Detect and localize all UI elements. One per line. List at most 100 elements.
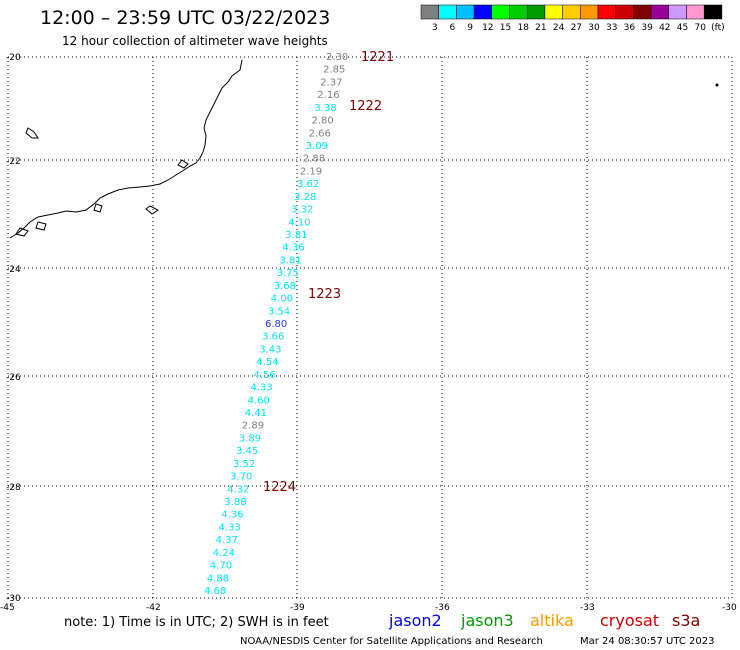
colorbar-tick-label: 18 (517, 23, 529, 33)
time-marker: 1223 (308, 287, 341, 302)
swh-value: 4.70 (210, 561, 232, 572)
coastline (9, 59, 243, 239)
swh-value: 2.16 (317, 90, 339, 101)
satellite-s3a: s3a (672, 611, 700, 630)
swh-value: 4.10 (288, 217, 310, 228)
colorbar-tick-label: 33 (606, 23, 617, 33)
swh-value: 4.36 (221, 510, 243, 521)
color-swatch (562, 4, 581, 20)
colorbar-tick-label: 42 (659, 23, 670, 33)
time-marker: 1222 (349, 99, 382, 114)
colorbar-tick-label: 45 (677, 23, 688, 33)
colorbar-tick-label: 70 (694, 23, 706, 33)
colorbar-tick-label: 12 (482, 23, 493, 33)
swh-value: 2.88 (303, 154, 325, 165)
swh-value: 3.89 (239, 433, 261, 444)
colorbar-tick-label: 27 (571, 23, 582, 33)
lat-label: -24 (6, 265, 21, 275)
color-swatch (473, 4, 493, 20)
color-scale-legend: 3 6 9 12 15 18 21 24 27 30 33 36 39 42 45 70 (ft) (420, 4, 725, 33)
swh-value: 4.37 (216, 535, 238, 546)
satellite-altika: altika (530, 611, 574, 630)
swh-value: 3.88 (224, 497, 246, 508)
map-title: 12:00 – 23:59 UTC 03/22/2023 (40, 7, 330, 29)
color-swatch (668, 4, 687, 20)
swh-value: 4.33 (219, 522, 241, 533)
swh-value: 3.38 (314, 103, 336, 114)
swh-value: 4.88 (207, 573, 229, 584)
swh-value: 3.52 (233, 459, 255, 470)
color-swatch (597, 4, 616, 20)
color-swatch (633, 4, 652, 20)
lon-label: -45 (0, 603, 15, 613)
swh-value: 3.66 (262, 332, 284, 343)
swh-value: 3.81 (285, 230, 307, 241)
color-swatch (544, 4, 563, 20)
timestamp: Mar 24 08:30:57 UTC 2023 (580, 636, 715, 647)
swh-value: 2.80 (312, 116, 334, 127)
swh-value: 2.66 (309, 128, 331, 139)
colorbar-tick-label: 39 (641, 23, 653, 33)
satellite-jason2: jason2 (388, 611, 442, 630)
color-swatch (686, 4, 705, 20)
swh-value: 4.24 (213, 548, 235, 559)
color-swatch (509, 4, 528, 20)
lat-label: -26 (6, 373, 21, 383)
satellite-cryosat: cryosat (600, 611, 659, 630)
colorbar-tick-label: 15 (500, 23, 511, 33)
lon-label: -39 (290, 603, 305, 613)
swh-value: 2.85 (323, 65, 345, 76)
swh-value: 3.70 (230, 472, 252, 483)
swh-value: 4.41 (245, 408, 267, 419)
colorbar-tick-label: 21 (535, 23, 546, 33)
color-swatch (580, 4, 599, 20)
swh-value: 3.81 (280, 255, 302, 266)
color-swatch (420, 4, 439, 20)
swh-value: 3.68 (274, 281, 296, 292)
colorbar-tick-label: 6 (450, 23, 456, 33)
swh-value: 4.54 (256, 357, 278, 368)
swh-value: 3.45 (236, 446, 258, 457)
swh-value: 3.09 (306, 141, 328, 152)
lat-label: -22 (6, 157, 21, 167)
satellite-legend: jason2 jason3 altika cryosat s3a (388, 611, 700, 630)
swh-value: 2.89 (242, 421, 264, 432)
color-swatch (438, 4, 457, 20)
color-swatch (456, 4, 475, 20)
swh-value: 2.19 (300, 166, 322, 177)
time-marker: 1224 (263, 480, 296, 495)
map-grid (7, 56, 733, 599)
swh-value: 3.75 (277, 268, 299, 279)
satellite-jason3: jason3 (460, 611, 514, 630)
colorbar-tick-label: 36 (624, 23, 636, 33)
swh-value: 3.43 (259, 344, 281, 355)
swh-readings: 2.30 2.852.37 2.16 3.38 2.802.66 3.09 2.882.19… (204, 52, 348, 597)
time-markers: 1221 1222 1223 1224 (263, 50, 394, 495)
swh-value: 3.54 (268, 306, 290, 317)
color-swatch (703, 4, 723, 20)
colorbar-tick-label: 24 (553, 23, 565, 33)
lon-label: -42 (146, 603, 161, 613)
swh-value: 3.28 (294, 192, 316, 203)
lon-label: -33 (580, 603, 595, 613)
swh-value: 2.30 (326, 52, 348, 63)
lon-label: -30 (722, 603, 737, 613)
credit-line: NOAA/NESDIS Center for Satellite Applica… (240, 636, 543, 647)
lat-label: -20 (6, 53, 21, 63)
color-swatch (615, 4, 634, 20)
longitude-labels: -45 -42 -39 -36 -33 -30 (0, 603, 737, 613)
swh-value: 4.32 (227, 484, 249, 495)
island-dot (715, 83, 719, 87)
swh-value: 2.37 (320, 77, 342, 88)
lat-label: -28 (6, 483, 21, 493)
lon-label: -36 (435, 603, 450, 613)
color-swatch (491, 4, 510, 20)
swh-value: 4.33 (251, 383, 273, 394)
latitude-labels: -20 -22 -24 -26 -28 -30 (6, 53, 21, 604)
swh-value: 4.60 (248, 395, 270, 406)
swh-value: 6.80 (265, 319, 287, 330)
colorbar-tick-label: 30 (588, 23, 600, 33)
lat-label: -30 (6, 594, 21, 604)
swh-value: 4.00 (271, 294, 293, 305)
